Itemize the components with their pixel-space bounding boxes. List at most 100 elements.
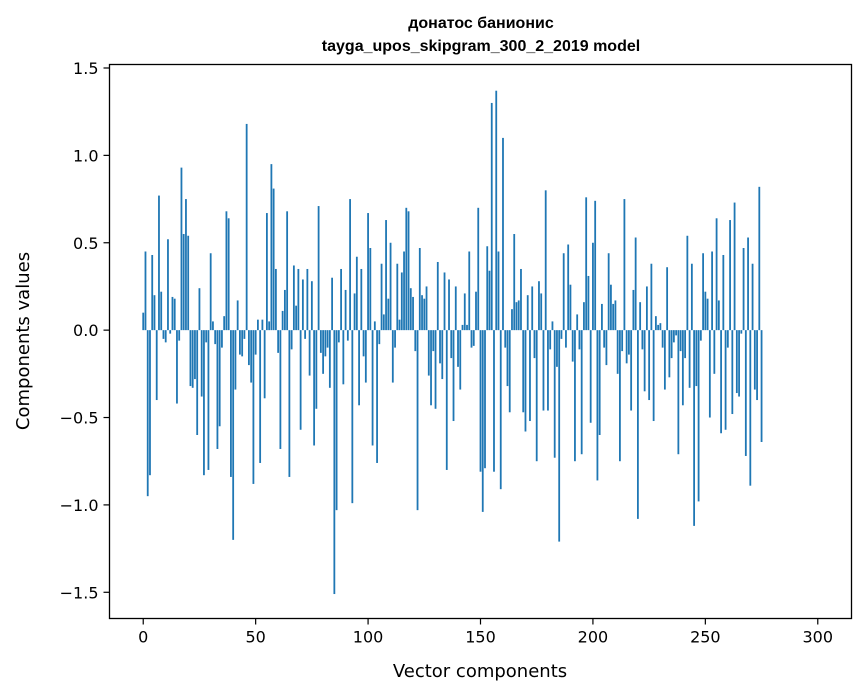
- bar: [587, 275, 590, 331]
- bar: [749, 330, 752, 486]
- bar: [414, 330, 417, 352]
- bar: [364, 330, 367, 383]
- bar: [158, 195, 160, 331]
- bar: [472, 330, 475, 346]
- bar: [753, 330, 756, 390]
- y-tick-label: −0.5: [60, 409, 99, 428]
- bar: [306, 268, 309, 331]
- bar: [376, 330, 378, 463]
- bar: [639, 302, 642, 331]
- bar: [216, 330, 219, 449]
- bar: [729, 220, 731, 331]
- bar: [684, 330, 687, 359]
- bar: [349, 199, 351, 331]
- bar: [693, 330, 696, 526]
- bar: [551, 321, 554, 331]
- bar: [378, 330, 381, 345]
- bar: [434, 330, 437, 409]
- bar: [596, 330, 599, 481]
- bar: [589, 330, 592, 423]
- bar: [407, 211, 410, 331]
- bar: [522, 330, 525, 413]
- bar: [672, 330, 675, 343]
- bar: [232, 330, 235, 540]
- bar: [623, 199, 626, 331]
- bar: [470, 330, 473, 348]
- bar: [747, 237, 749, 331]
- bar: [200, 330, 203, 397]
- bar: [486, 246, 489, 331]
- bar: [189, 330, 192, 387]
- bar: [466, 324, 468, 331]
- bar: [607, 253, 610, 331]
- chart-subtitle: tayga_upos_skipgram_300_2_2019 model: [322, 38, 640, 55]
- bar: [385, 220, 387, 331]
- bar: [236, 300, 239, 331]
- bar: [619, 330, 621, 462]
- bar: [427, 330, 430, 376]
- bar: [686, 235, 689, 331]
- bar: [241, 330, 244, 357]
- bar: [337, 330, 340, 343]
- bar: [344, 289, 347, 331]
- bar: [353, 293, 356, 331]
- bar: [740, 330, 743, 334]
- bar: [396, 263, 399, 331]
- bar: [535, 330, 538, 462]
- bar: [733, 202, 736, 331]
- bar: [221, 330, 223, 348]
- bar: [245, 123, 248, 331]
- x-tick-label: 0: [138, 628, 148, 647]
- bar: [234, 330, 237, 390]
- bar: [254, 330, 257, 355]
- bar: [448, 279, 450, 331]
- bar: [594, 200, 597, 331]
- bar: [659, 323, 662, 331]
- bar: [418, 248, 421, 331]
- bar: [484, 330, 486, 469]
- bar: [706, 298, 709, 331]
- bar: [490, 102, 493, 331]
- x-tick-label: 50: [245, 628, 265, 647]
- bar: [180, 167, 183, 331]
- bar: [342, 330, 345, 385]
- bar: [146, 330, 149, 497]
- bar: [742, 248, 745, 331]
- y-tick-label: 1.0: [73, 146, 98, 165]
- bar: [268, 321, 271, 331]
- bar: [475, 291, 477, 331]
- bar: [151, 254, 154, 331]
- bar: [272, 188, 275, 331]
- bar: [751, 263, 754, 331]
- x-tick-label: 200: [578, 628, 609, 647]
- bar: [542, 330, 545, 411]
- bar: [218, 330, 221, 427]
- bar: [358, 330, 360, 406]
- y-tick-label: 0.5: [73, 234, 98, 253]
- bar: [299, 330, 302, 430]
- bar: [212, 321, 214, 331]
- bar: [666, 267, 669, 331]
- bar: [430, 330, 432, 406]
- bar: [142, 312, 145, 331]
- bar: [178, 330, 181, 341]
- bar: [164, 330, 167, 343]
- bar: [641, 330, 644, 350]
- bar: [389, 242, 392, 331]
- bar: [645, 286, 648, 331]
- bar: [362, 330, 365, 357]
- bar: [544, 190, 547, 331]
- bar: [454, 286, 457, 331]
- y-axis: −1.5 −1.0 −0.5 0.0 0.5 1.0 1.5: [60, 59, 110, 602]
- bar: [182, 234, 185, 331]
- bar: [513, 234, 516, 331]
- bar: [243, 330, 246, 339]
- bar: [185, 199, 187, 331]
- bar: [497, 251, 500, 331]
- bar: [567, 244, 570, 331]
- bar: [432, 330, 435, 352]
- bar: [760, 330, 763, 442]
- bar: [675, 330, 678, 336]
- bar: [371, 330, 374, 446]
- x-tick-label: 100: [353, 628, 384, 647]
